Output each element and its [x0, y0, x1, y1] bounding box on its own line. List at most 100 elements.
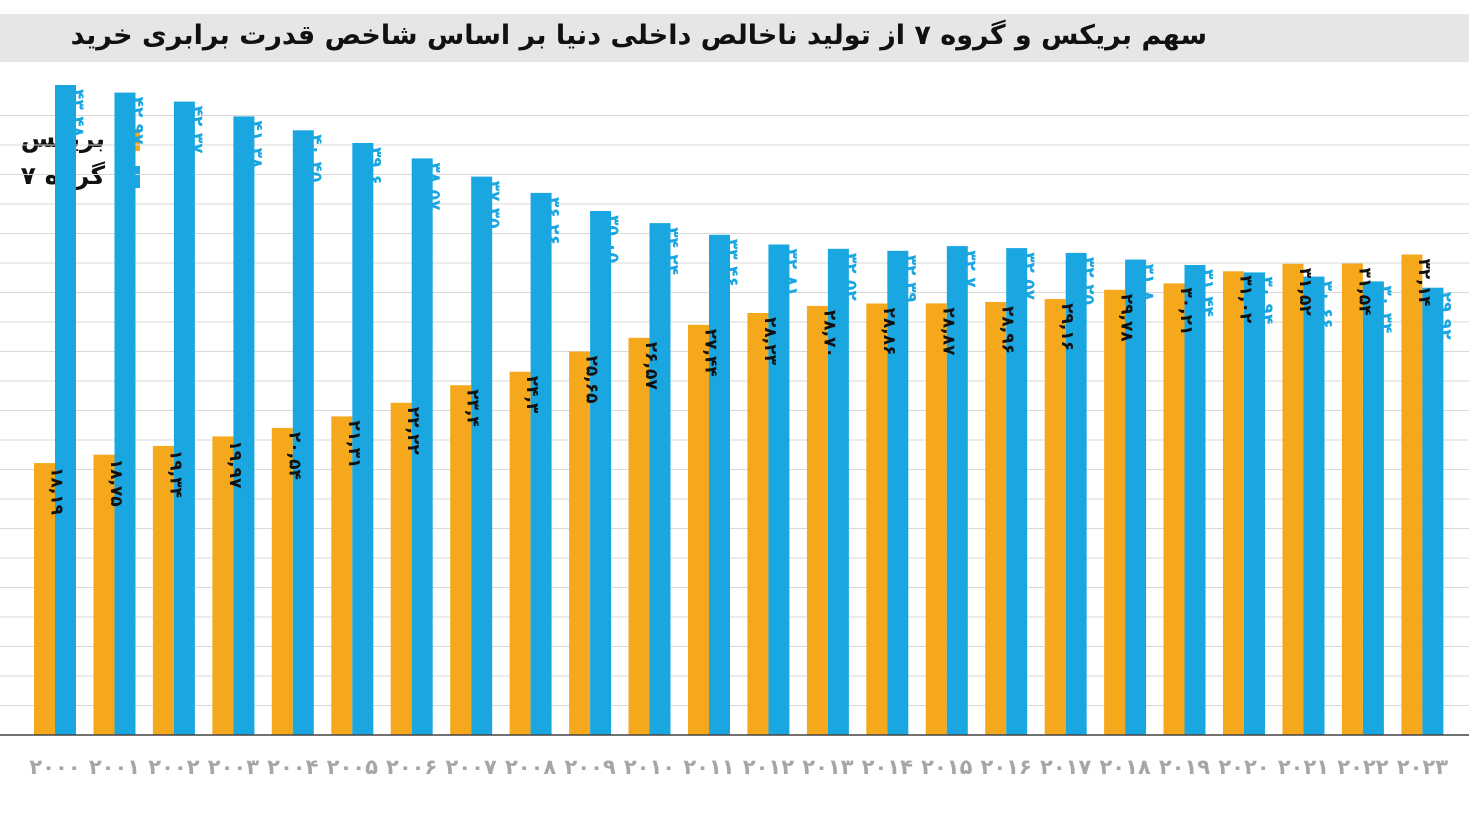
data-label-g7: ۳۰,۳۴ — [1375, 285, 1395, 333]
data-label-brics: ۲۴,۳ — [522, 376, 542, 414]
bar-g7 — [173, 101, 195, 736]
bar-brics — [806, 305, 828, 735]
data-label-brics: ۳۲,۱۴ — [1414, 259, 1434, 307]
data-label-g7: ۳۹,۶ — [365, 147, 385, 185]
bar-brics — [747, 313, 769, 735]
x-tick-label: ۲۰۱۴ — [862, 755, 913, 779]
x-tick-label: ۲۰۱۳ — [802, 755, 853, 779]
bar-brics — [93, 454, 115, 735]
bar-g7 — [768, 244, 790, 735]
bar-brics — [212, 436, 234, 735]
bars — [34, 85, 1444, 736]
data-label-brics: ۲۸,۸۷ — [938, 307, 958, 356]
bar-brics — [1163, 283, 1185, 735]
x-tick-label: ۲۰۰۴ — [267, 755, 318, 779]
data-label-brics: ۱۸,۱۹ — [47, 467, 67, 516]
bar-brics — [390, 402, 412, 735]
bar-brics — [628, 337, 650, 735]
bar-g7 — [709, 234, 730, 736]
data-label-g7: ۴۱,۳۸ — [246, 120, 266, 169]
bar-g7 — [887, 250, 909, 736]
bar-brics — [985, 302, 1007, 735]
bar-g7 — [471, 176, 493, 736]
bar-g7 — [649, 223, 671, 735]
x-tick-label: ۲۰۱۷ — [1040, 755, 1091, 779]
bar-brics — [271, 427, 293, 735]
data-label-brics: ۲۸,۹۶ — [998, 306, 1018, 354]
x-tick-label: ۲۰۱۲ — [743, 755, 794, 779]
data-label-brics: ۳۱,۵۲ — [1295, 268, 1315, 317]
data-label-g7: ۳۳,۴۶ — [722, 239, 742, 287]
bar-g7 — [411, 158, 433, 735]
data-label-brics: ۲۱,۳۱ — [344, 420, 364, 468]
bar-brics — [34, 463, 55, 735]
data-label-g7: ۳۵,۰۵ — [603, 215, 623, 263]
data-label-g7: ۳۱,۴۴ — [1197, 269, 1217, 317]
bar-g7 — [1184, 265, 1206, 735]
data-label-brics: ۳۱,۵۴ — [1354, 268, 1374, 316]
x-tick-label: ۲۰۰۷ — [446, 755, 497, 779]
data-label-g7: ۳۲,۳۹ — [900, 255, 920, 304]
data-label-brics: ۲۹,۷۸ — [1117, 294, 1137, 343]
x-tick-label: ۲۰۲۰ — [1218, 755, 1269, 779]
data-label-brics: ۲۸,۷۰ — [819, 310, 839, 358]
x-tick-label: ۲۰۲۳ — [1397, 755, 1448, 779]
bar-brics — [450, 385, 472, 735]
data-label-brics: ۱۸,۷۵ — [106, 459, 126, 507]
data-label-brics: ۳۰,۲۱ — [1176, 287, 1196, 335]
bar-brics — [688, 324, 709, 735]
data-label-brics: ۲۳,۴ — [463, 389, 483, 427]
bar-brics — [1401, 254, 1423, 735]
data-label-g7: ۴۳,۴۸ — [68, 89, 88, 138]
x-tick-label: ۲۰۲۱ — [1278, 755, 1329, 779]
x-tick-labels: ۲۰۰۰ ۲۰۰۱ ۲۰۰۲ ۲۰۰۳ ۲۰۰۴ ۲۰۰۵ ۲۰۰۶ ۲۰۰۷ ۲۰۰۸ ۲۰۰۹… — [29, 755, 1448, 779]
bar-g7 — [1065, 252, 1087, 735]
x-tick-label: ۲۰۰۸ — [505, 755, 556, 779]
bar-g7 — [292, 130, 314, 736]
bar-g7 — [1303, 276, 1325, 735]
bar-brics — [866, 303, 888, 735]
bar-g7 — [1244, 272, 1265, 735]
bar-g7 — [1422, 287, 1444, 735]
bar-g7 — [590, 211, 612, 735]
data-label-brics: ۲۷,۴۴ — [701, 329, 721, 377]
x-tick-label: ۲۰۰۶ — [386, 755, 437, 779]
x-tick-label: ۲۰۰۹ — [564, 755, 615, 779]
data-label-brics: ۱۹,۹۷ — [225, 440, 245, 489]
chart-title: سهم بریکس و گروه ۷ از تولید ناخالص داخلی… — [70, 20, 1207, 51]
data-label-brics: ۲۹,۱۶ — [1057, 303, 1077, 351]
data-label-g7: ۴۲,۳۷ — [186, 106, 206, 155]
bar-brics — [509, 371, 531, 735]
data-label-brics: ۲۸,۸۶ — [879, 308, 899, 356]
data-label-g7: ۳۲,۷ — [959, 250, 979, 288]
data-label-g7: ۳۱,۸ — [1138, 264, 1158, 302]
x-tick-label: ۲۰۱۸ — [1099, 755, 1150, 779]
bar-brics — [1341, 263, 1363, 735]
bar-g7 — [114, 92, 136, 736]
data-label-g7: ۳۴,۲۴ — [662, 227, 682, 275]
data-label-g7: ۳۸,۵۷ — [424, 162, 444, 211]
bar-g7 — [946, 246, 968, 735]
bar-brics — [925, 303, 947, 735]
bar-g7 — [1006, 248, 1028, 735]
bar-brics — [1104, 289, 1126, 735]
x-tick-label: ۲۰۱۶ — [981, 755, 1032, 779]
x-tick-label: ۲۰۱۵ — [921, 755, 972, 779]
data-label-brics: ۲۲,۲۲ — [403, 407, 423, 456]
x-tick-label: ۲۰۰۵ — [327, 755, 378, 779]
x-tick-label: ۲۰۱۰ — [624, 755, 675, 779]
bar-brics — [331, 416, 353, 735]
x-tick-label: ۲۰۰۰ — [29, 755, 80, 779]
data-label-g7: ۳۰,۹۴ — [1257, 276, 1277, 324]
x-tick-label: ۲۰۰۳ — [208, 755, 259, 779]
x-tick-label: ۲۰۲۲ — [1337, 755, 1388, 779]
bar-g7 — [1362, 281, 1384, 735]
data-label-g7: ۴۰,۴۵ — [305, 134, 325, 182]
bar-brics — [569, 351, 591, 735]
data-label-g7: ۳۷,۳۵ — [484, 181, 504, 229]
data-labels: ۱۸,۱۹ ۴۳,۴۸ ۱۸,۷۵ ۴۲,۹۷ ۱۹,۳۴ ۴۲,۳۷ ۱۹,۹۷ ۴۱,۳۸… — [47, 89, 1455, 516]
bar-g7 — [55, 85, 76, 735]
data-label-g7: ۳۲,۵۲ — [840, 253, 860, 302]
chart-title-bar: سهم بریکس و گروه ۷ از تولید ناخالص داخلی… — [0, 14, 1469, 62]
